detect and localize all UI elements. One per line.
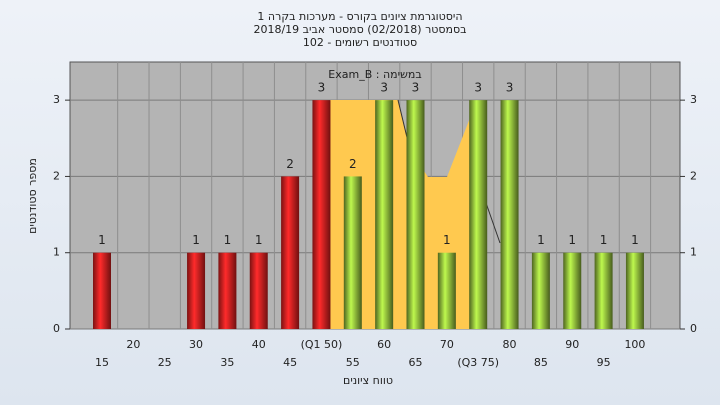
y2-tick-label: 1 — [690, 246, 697, 259]
data-label: 1 — [600, 233, 608, 247]
bar — [312, 100, 331, 330]
x-tick-label: 90 — [565, 338, 579, 351]
chart-title: היסטוגרמת ציונים בקורס - מערכות בקרה 1 — [257, 10, 462, 23]
bar — [406, 100, 425, 330]
y-tick-label: 2 — [53, 169, 60, 182]
x-axis-label: טווח ציונים — [343, 374, 393, 387]
marks: 1 1 1 1 2 3 2 3 3 1 3 3 1 1 1 1 — [93, 81, 644, 330]
data-label: 2 — [349, 157, 357, 171]
x-tick-label: 55 — [346, 356, 360, 369]
bar — [281, 176, 300, 329]
bar — [625, 252, 644, 329]
data-label: 3 — [380, 81, 388, 95]
y2-tick-label: 2 — [690, 169, 697, 182]
bar — [437, 252, 456, 329]
bar — [531, 252, 550, 329]
bar — [218, 252, 237, 329]
x-tick-label: 65 — [409, 356, 423, 369]
bar — [93, 252, 111, 329]
y-axis-label: מספר סטודנטים — [26, 158, 39, 234]
data-label: 1 — [631, 233, 639, 247]
x-tick-label: (Q3 75) — [457, 356, 499, 369]
y-tick-label: 3 — [53, 93, 60, 106]
chart-title: סטודנטים רשומים - 102 — [303, 36, 417, 49]
y2-tick-label: 0 — [690, 322, 697, 335]
x-tick-label: 100 — [624, 338, 645, 351]
x-tick-label: 30 — [189, 338, 203, 351]
bar — [563, 252, 582, 329]
y-tick-label: 0 — [53, 322, 60, 335]
data-label: 1 — [537, 233, 545, 247]
bar — [343, 176, 362, 329]
data-label: 1 — [255, 233, 263, 247]
x-tick-label: 45 — [283, 356, 297, 369]
data-label: 1 — [568, 233, 576, 247]
data-label: 1 — [98, 233, 106, 247]
data-label: 3 — [474, 81, 482, 95]
bar — [187, 252, 206, 329]
x-tick-label: 85 — [534, 356, 548, 369]
y-tick-label: 1 — [53, 246, 60, 259]
x-tick-label: (Q1 50) — [301, 338, 343, 351]
x-tick-label: 20 — [126, 338, 140, 351]
x-tick-label: 60 — [377, 338, 391, 351]
x-tick-label: 15 — [95, 356, 109, 369]
bar — [469, 100, 488, 330]
bar — [249, 252, 268, 329]
bar — [500, 100, 519, 330]
x-tick-label: 25 — [158, 356, 172, 369]
data-label: 3 — [412, 81, 420, 95]
data-label: 2 — [286, 157, 294, 171]
data-label: 1 — [443, 233, 451, 247]
data-label: 1 — [192, 233, 200, 247]
y2-tick-label: 3 — [690, 93, 697, 106]
chart-subtitle: במשימה : Exam_B — [328, 68, 421, 81]
data-label: 1 — [224, 233, 232, 247]
chart-title: בסמסטר (02/2018) סמסטר אביב 2018/19 — [253, 23, 466, 36]
bar — [594, 252, 613, 329]
data-label: 3 — [506, 81, 514, 95]
x-tick-label: 80 — [503, 338, 517, 351]
x-tick-label: 40 — [252, 338, 266, 351]
bar — [375, 100, 394, 330]
x-tick-label: 95 — [597, 356, 611, 369]
x-tick-label: 35 — [220, 356, 234, 369]
x-tick-label: 70 — [440, 338, 454, 351]
data-label: 3 — [318, 81, 326, 95]
